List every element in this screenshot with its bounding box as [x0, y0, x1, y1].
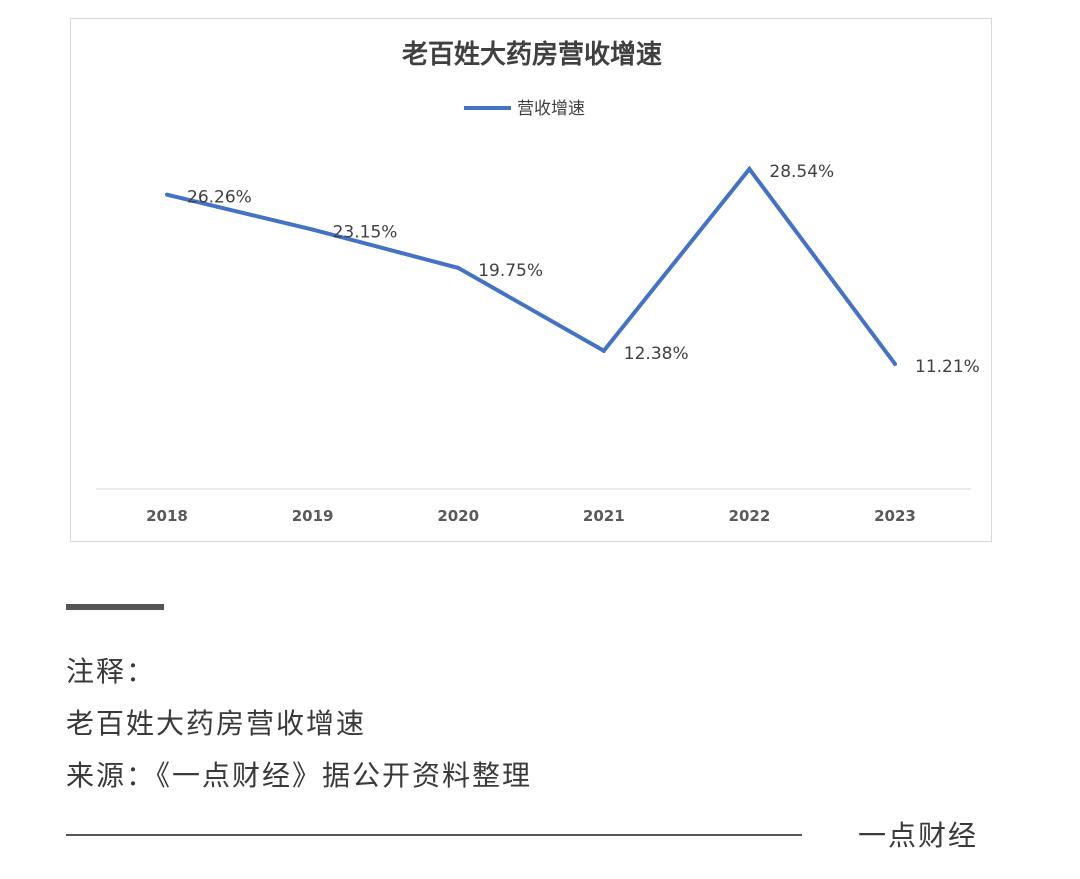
- data-label: 28.54%: [769, 162, 834, 182]
- data-point: [456, 265, 461, 270]
- data-point: [601, 348, 606, 353]
- chart-frame: 老百姓大药房营收增速营收增速 26.26% 23.15% 19.75% 12.38% 28…: [70, 18, 992, 542]
- data-point: [747, 167, 752, 171]
- notes-source: 来源：《一点财经》据公开资料整理: [66, 759, 533, 792]
- data-point: [165, 192, 169, 197]
- section-divider: [66, 604, 164, 610]
- x-tick-label: 2019: [292, 507, 334, 525]
- x-tick-label: 2020: [437, 507, 479, 525]
- data-point: [893, 362, 897, 366]
- legend-label: 营收增速: [517, 99, 585, 119]
- data-point: [310, 227, 315, 232]
- data-label: 26.26%: [187, 188, 252, 208]
- x-tick-label: 2022: [729, 507, 771, 525]
- footer-divider: [66, 834, 802, 836]
- notes-heading: 注释：: [66, 655, 157, 688]
- x-tick-label: 2023: [874, 507, 916, 525]
- series-line: [166, 165, 897, 366]
- data-label: 11.21%: [915, 357, 980, 377]
- data-label: 19.75%: [478, 261, 543, 281]
- chart-title: 老百姓大药房营收增速: [402, 39, 662, 70]
- notes-block: 注释： 老百姓大药房营收增速 来源：《一点财经》据公开资料整理: [66, 652, 532, 808]
- data-label: 12.38%: [624, 344, 689, 364]
- data-label: 23.15%: [333, 223, 398, 243]
- notes-description: 老百姓大药房营收增速: [66, 707, 367, 740]
- x-tick-label: 2018: [146, 507, 188, 525]
- x-tick-label: 2021: [583, 507, 625, 525]
- brand-name: 一点财经: [858, 819, 979, 852]
